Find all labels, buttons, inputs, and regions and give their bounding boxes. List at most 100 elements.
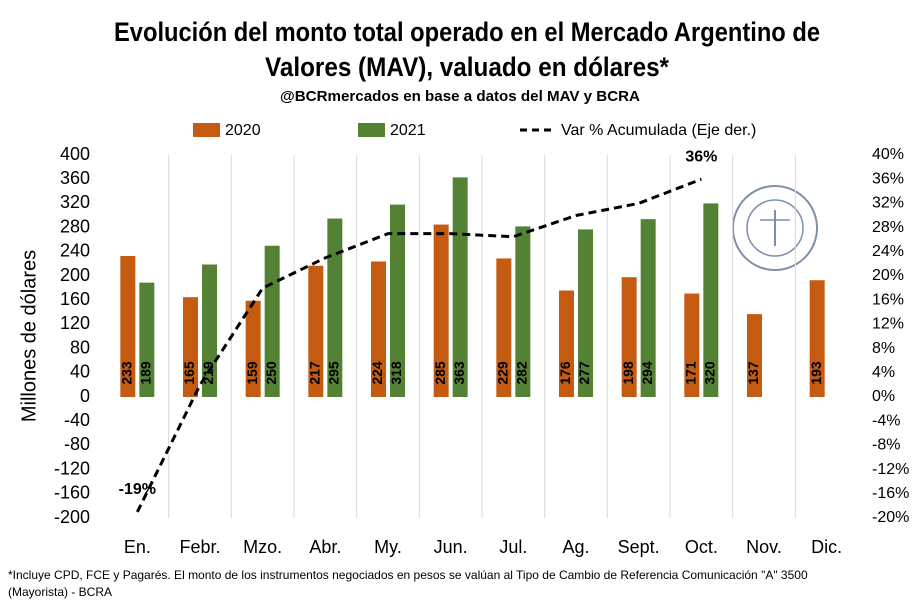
bar-value-label: 224 <box>369 361 385 385</box>
y-tick-label: 0 <box>80 386 90 406</box>
bar <box>120 256 136 397</box>
bar <box>433 224 449 397</box>
bar <box>515 226 531 397</box>
y2-tick-label: 36% <box>872 170 904 187</box>
bar-value-label: 294 <box>639 361 655 385</box>
legend-swatch <box>358 123 385 137</box>
y-tick-label: 400 <box>60 144 90 164</box>
bar-value-label: 363 <box>451 361 467 385</box>
chart-subtitle: @BCRmercados en base a datos del MAV y B… <box>280 88 640 105</box>
y-tick-label: 160 <box>60 289 90 309</box>
y-tick-label: -160 <box>54 483 90 503</box>
legend-label: 2021 <box>390 122 426 139</box>
y2-tick-label: 12% <box>872 316 904 333</box>
y2-tick-label: 8% <box>872 340 895 357</box>
bar-value-label: 285 <box>432 361 448 385</box>
bar <box>452 177 468 397</box>
y-tick-label: 360 <box>60 168 90 188</box>
y2-tick-label: -8% <box>872 437 900 454</box>
y-tick-label: 80 <box>70 337 90 357</box>
bar <box>202 264 217 397</box>
y2-tick-label: 20% <box>872 267 904 284</box>
bar-value-label: 229 <box>495 361 511 385</box>
y2-tick-label: 40% <box>872 146 904 163</box>
x-tick-label: Jul. <box>499 537 527 557</box>
bar <box>809 280 825 397</box>
y2-tick-label: 24% <box>872 243 904 260</box>
bar <box>640 219 656 397</box>
bar-value-label: 198 <box>620 361 636 385</box>
x-tick-label: Jun. <box>434 537 468 557</box>
chart-title: Evolución del monto total operado en el … <box>114 17 820 47</box>
x-tick-label: Ag. <box>562 537 589 557</box>
y-tick-label: 240 <box>60 241 90 261</box>
logo <box>732 185 818 271</box>
x-tick-label: Febr. <box>179 537 220 557</box>
line-value-label: 36% <box>685 148 717 165</box>
bar-value-label: 165 <box>181 361 197 385</box>
bar <box>245 300 261 397</box>
y-tick-label: 280 <box>60 216 90 236</box>
bar-value-label: 233 <box>119 361 135 385</box>
footnote: *Incluye CPD, FCE y Pagarés. El monto de… <box>8 568 808 582</box>
y2-tick-label: -4% <box>872 412 900 429</box>
y-tick-label: -40 <box>64 410 90 430</box>
bar <box>264 245 280 397</box>
y2-tick-label: 32% <box>872 195 904 212</box>
bar-value-label: 295 <box>326 361 342 385</box>
bar-value-label: 217 <box>307 361 323 385</box>
line-value-label: -19% <box>119 481 156 498</box>
y2-tick-label: -20% <box>872 509 909 526</box>
bar <box>684 293 700 397</box>
y-tick-label: 120 <box>60 313 90 333</box>
bar <box>390 204 405 397</box>
bar-value-label: 282 <box>514 361 530 385</box>
x-tick-label: Nov. <box>746 537 782 557</box>
bar <box>496 258 512 397</box>
x-tick-label: Mzo. <box>243 537 282 557</box>
bar <box>559 290 574 397</box>
bar <box>747 314 762 397</box>
y-tick-label: -80 <box>64 434 90 454</box>
legend-swatch <box>193 123 220 137</box>
bar <box>183 297 198 397</box>
y-tick-label: -120 <box>54 458 90 478</box>
y-axis-label: Millones de dólares <box>18 250 40 422</box>
footnote: (Mayorista) - BCRA <box>8 585 112 599</box>
y2-tick-label: 4% <box>872 364 895 381</box>
x-tick-label: Oct. <box>685 537 718 557</box>
x-tick-label: Sept. <box>618 537 660 557</box>
bar-value-label: 159 <box>244 361 260 385</box>
chart-title: Valores (MAV), valuado en dólares* <box>265 52 669 82</box>
bar-value-label: 320 <box>702 361 718 385</box>
y-tick-label: 320 <box>60 192 90 212</box>
y2-tick-label: -12% <box>872 461 909 478</box>
bar <box>139 282 155 397</box>
y2-tick-label: 0% <box>872 388 895 405</box>
bar <box>371 261 386 397</box>
x-tick-label: En. <box>124 537 151 557</box>
bar <box>621 277 637 397</box>
y-tick-label: 200 <box>60 265 90 285</box>
legend-label: 2020 <box>225 122 261 139</box>
bar <box>703 203 719 397</box>
y2-tick-label: 16% <box>872 291 904 308</box>
bar <box>327 218 343 397</box>
x-tick-label: My. <box>374 537 402 557</box>
bar-value-label: 176 <box>557 361 573 385</box>
x-tick-label: Abr. <box>309 537 341 557</box>
bar <box>308 265 324 397</box>
y-tick-label: -200 <box>54 507 90 527</box>
bar-value-label: 189 <box>138 361 154 385</box>
y-tick-label: 40 <box>70 362 90 382</box>
bar <box>578 229 593 397</box>
legend-label: Var % Acumulada (Eje der.) <box>561 122 756 139</box>
y2-tick-label: 28% <box>872 219 904 236</box>
x-tick-label: Dic. <box>811 537 842 557</box>
line <box>135 177 702 513</box>
bar-value-label: 193 <box>808 361 824 385</box>
bar-value-label: 277 <box>576 361 592 385</box>
y2-tick-label: -16% <box>872 485 909 502</box>
bar-value-label: 250 <box>263 361 279 385</box>
